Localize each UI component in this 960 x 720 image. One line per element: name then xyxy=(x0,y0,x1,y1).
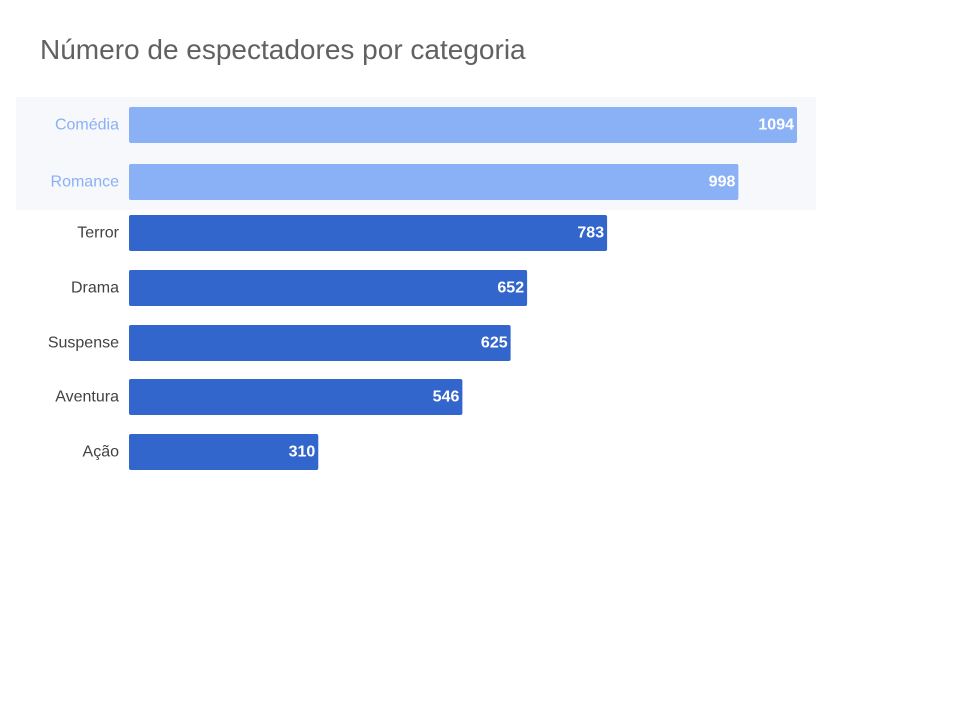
data-label: 1094 xyxy=(758,117,794,134)
bar[interactable] xyxy=(129,270,528,306)
data-label: 652 xyxy=(497,280,524,297)
data-label: 546 xyxy=(433,389,460,406)
bar[interactable] xyxy=(129,325,511,361)
bar[interactable] xyxy=(129,107,797,143)
bar[interactable] xyxy=(129,164,739,200)
data-label: 625 xyxy=(481,335,508,352)
bar[interactable] xyxy=(129,215,608,251)
category-label: Romance xyxy=(51,174,120,191)
category-label: Terror xyxy=(77,225,119,242)
category-label: Ação xyxy=(83,444,120,461)
category-label: Comédia xyxy=(55,117,119,134)
data-label: 310 xyxy=(289,444,316,461)
bars-group: Comédia 1094 Romance 998 Terror 783 Drama 652 Su… xyxy=(48,107,797,470)
data-label: 998 xyxy=(709,174,736,191)
category-label: Aventura xyxy=(55,389,119,406)
data-label: 783 xyxy=(577,225,604,242)
chart-title: Número de espectadores por categoria xyxy=(40,34,526,65)
category-label: Suspense xyxy=(48,335,119,352)
bar[interactable] xyxy=(129,379,463,415)
bar[interactable] xyxy=(129,434,319,470)
category-label: Drama xyxy=(71,280,119,297)
